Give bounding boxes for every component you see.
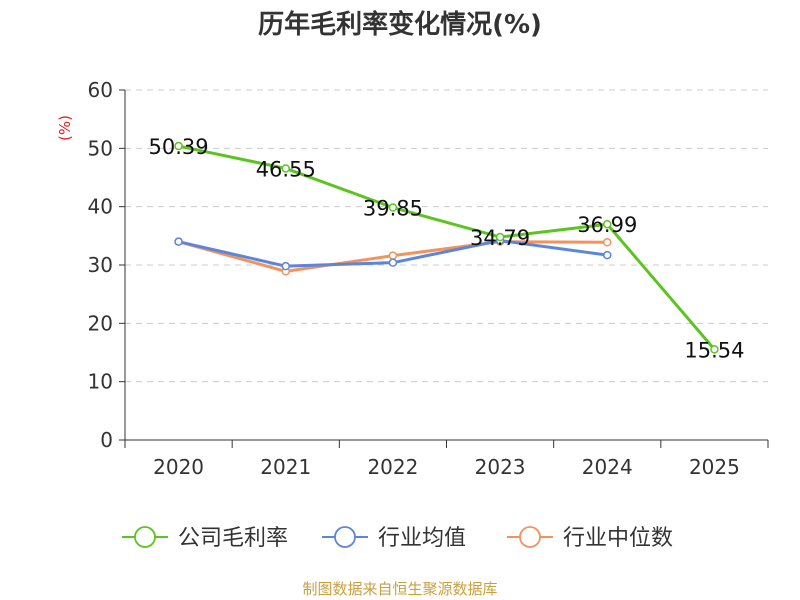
- y-tick-label: 60: [88, 78, 113, 102]
- y-tick-label: 20: [88, 311, 113, 335]
- y-tick-label: 30: [88, 253, 113, 277]
- x-tick-label: 2024: [582, 455, 633, 479]
- data-label: 39.85: [363, 197, 423, 221]
- y-tick-label: 40: [88, 195, 113, 219]
- y-tick-label: 10: [88, 370, 113, 394]
- series-point-0: [710, 345, 719, 354]
- grid-lines: [125, 89, 768, 383]
- data-source-note: 制图数据来自恒生聚源数据库: [302, 580, 498, 598]
- legend-item[interactable]: 公司毛利率: [122, 526, 288, 551]
- data-label: 46.55: [256, 157, 316, 181]
- series-point-1: [174, 237, 183, 246]
- series-point-0: [388, 203, 398, 212]
- x-tick-label: 2025: [689, 455, 740, 479]
- legend-item[interactable]: 行业中位数: [507, 526, 673, 551]
- legend[interactable]: 公司毛利率 行业均值 行业中位数: [122, 526, 673, 551]
- series-point-0: [495, 232, 505, 242]
- y-tick-label: 50: [88, 136, 113, 160]
- legend-label: 行业均值: [378, 526, 466, 551]
- data-label: 34.79: [470, 226, 530, 250]
- x-tick-label: 2023: [475, 455, 526, 479]
- axes: 0 10 20 30 40 50 60 (%) 2020 2021 2022 2023 2024 2025: [56, 78, 769, 479]
- legend-label: 公司毛利率: [178, 526, 288, 551]
- legend-swatch-marker: [134, 526, 156, 548]
- legend-label: 行业中位数: [563, 526, 673, 551]
- x-tick-label: 2022: [367, 455, 418, 479]
- data-label: 15.54: [684, 338, 744, 362]
- series-point-2: [388, 251, 398, 260]
- x-tick-label: 2021: [260, 455, 311, 479]
- data-labels: 50.39 46.55 39.85 34.79 36.99 15.54: [149, 135, 745, 362]
- series-point-0: [603, 219, 612, 229]
- legend-item[interactable]: 行业均值: [322, 526, 466, 551]
- legend-swatch-marker: [519, 526, 541, 548]
- chart-title: 历年毛利率变化情况(%): [258, 10, 542, 40]
- y-axis-label: (%): [56, 115, 74, 141]
- series-point-1: [603, 250, 612, 260]
- x-tick-label: 2020: [153, 455, 204, 479]
- series-point-0: [174, 141, 183, 151]
- series-point-0: [281, 164, 290, 173]
- y-tick-label: 0: [100, 428, 113, 452]
- data-label: 50.39: [149, 135, 209, 159]
- series-line-0: [177, 144, 716, 351]
- series-point-1: [388, 258, 398, 267]
- series-point-2: [603, 238, 612, 247]
- legend-swatch-marker: [334, 526, 356, 548]
- series-point-1: [281, 261, 290, 271]
- series: [174, 141, 719, 354]
- data-label: 36.99: [577, 213, 637, 237]
